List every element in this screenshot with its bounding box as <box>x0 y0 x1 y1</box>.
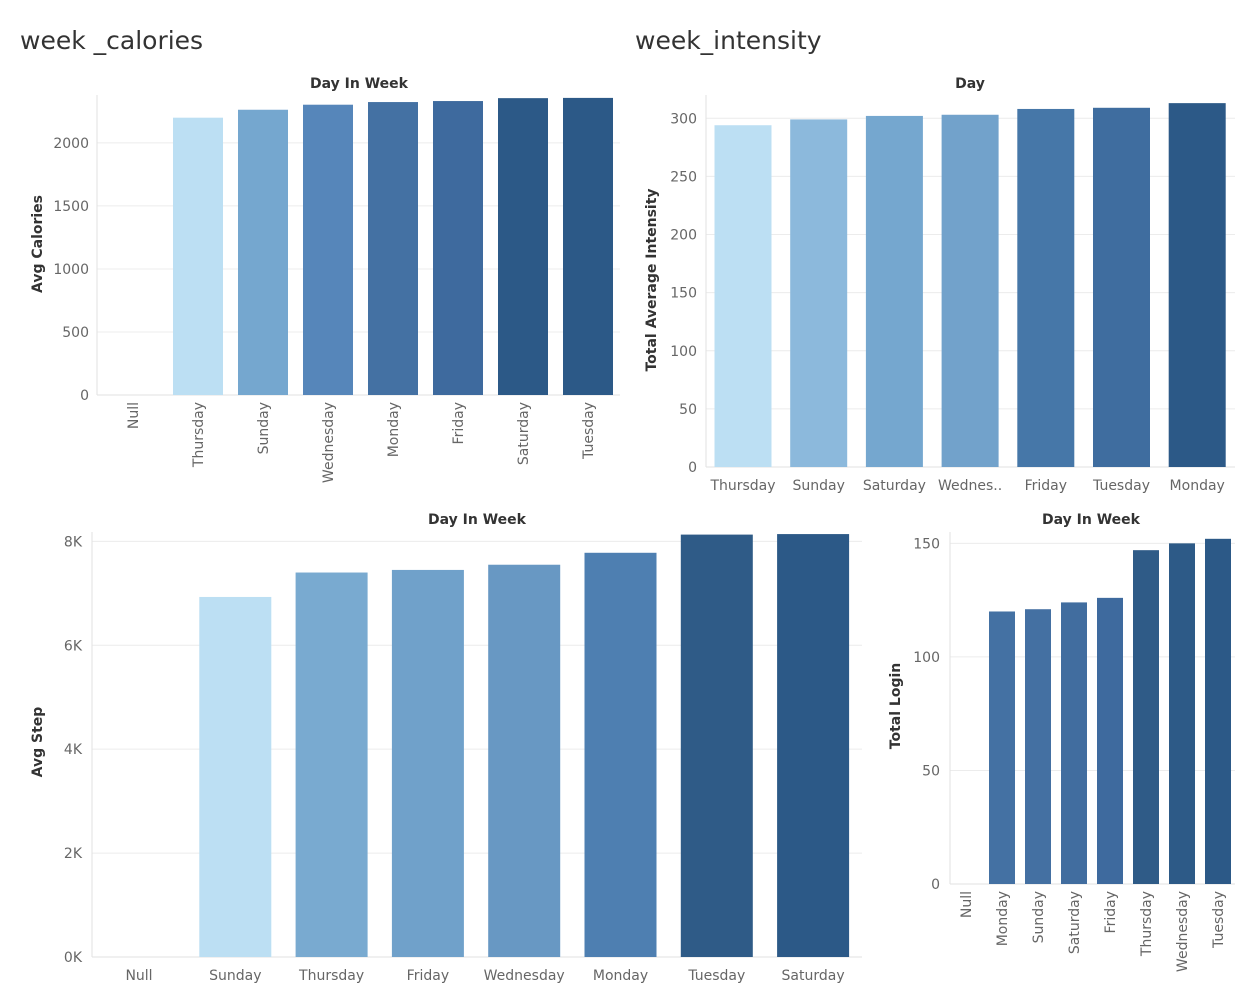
x-tick-label: Friday <box>451 402 467 444</box>
x-tick-label: Tuesday <box>1092 478 1150 494</box>
x-tick-label: Wednesday <box>321 402 337 483</box>
bar-sunday <box>238 109 288 396</box>
y-tick-label: 6K <box>64 638 83 654</box>
y-tick-label: 500 <box>62 325 89 341</box>
bar-friday <box>1017 108 1075 467</box>
calories-sheet-title: week _calories <box>20 26 204 55</box>
x-tick-label: Friday <box>407 968 449 984</box>
x-tick-label: Sunday <box>1031 891 1047 943</box>
x-tick-label: Friday <box>1025 478 1067 494</box>
x-tick-label: Tuesday <box>581 402 597 460</box>
y-axis-title: Avg Step <box>30 707 46 778</box>
x-tick-label: Null <box>126 402 142 429</box>
x-tick-label: Monday <box>386 402 402 457</box>
y-tick-label: 150 <box>670 286 697 302</box>
bar-monday <box>989 611 1015 884</box>
x-tick-label: Monday <box>593 968 648 984</box>
bar-saturday <box>865 115 923 468</box>
bar-friday <box>433 101 483 396</box>
x-tick-label: Null <box>125 968 152 984</box>
x-tick-label: Tuesday <box>687 968 745 984</box>
x-tick-label: Friday <box>1103 891 1119 933</box>
x-tick-label: Saturday <box>863 478 926 494</box>
x-axis-title: Day <box>955 76 985 92</box>
x-tick-label: Thursday <box>298 968 364 984</box>
x-tick-label: Saturday <box>782 968 845 984</box>
x-tick-label: Sunday <box>793 478 845 494</box>
bar-saturday <box>777 534 850 957</box>
bar-tuesday <box>680 534 753 957</box>
bar-tuesday <box>563 97 613 395</box>
y-axis-title: Avg Calories <box>30 195 46 293</box>
bar-friday <box>1097 597 1123 884</box>
x-tick-label: Monday <box>1170 478 1225 494</box>
x-tick-label: Wednesday <box>1175 891 1191 972</box>
x-axis-title: Day In Week <box>428 512 527 528</box>
bar-saturday <box>1061 602 1087 884</box>
bar-thursday <box>714 125 772 467</box>
bar-wednesday <box>303 104 353 396</box>
y-tick-label: 2000 <box>53 136 89 152</box>
y-tick-label: 50 <box>679 402 697 418</box>
y-tick-label: 100 <box>913 650 940 666</box>
x-tick-label: Null <box>959 891 975 918</box>
bar-monday <box>368 102 418 395</box>
bar-monday <box>584 552 657 957</box>
bar-wednesday <box>488 564 561 957</box>
y-tick-label: 0 <box>688 460 697 476</box>
y-tick-label: 0 <box>931 877 940 893</box>
bar-sunday <box>199 596 272 957</box>
bar-wednes <box>941 114 999 467</box>
x-axis-title: Day In Week <box>310 76 409 92</box>
y-tick-label: 200 <box>670 228 697 244</box>
x-tick-label: Tuesday <box>1211 891 1227 949</box>
y-tick-label: 300 <box>670 111 697 127</box>
intensity-sheet-title: week_intensity <box>635 26 822 55</box>
bar-sunday <box>790 119 848 467</box>
y-tick-label: 0 <box>80 388 89 404</box>
x-tick-label: Saturday <box>1067 891 1083 954</box>
x-tick-label: Monday <box>995 891 1011 946</box>
x-tick-label: Thursday <box>1139 891 1155 957</box>
x-tick-label: Thursday <box>709 478 775 494</box>
x-tick-label: Sunday <box>256 402 272 454</box>
y-tick-label: 1000 <box>53 262 89 278</box>
bar-tuesday <box>1093 107 1150 467</box>
y-tick-label: 50 <box>922 763 940 779</box>
y-tick-label: 150 <box>913 536 940 552</box>
x-tick-label: Wednesday <box>484 968 565 984</box>
x-tick-label: Wednes.. <box>938 478 1002 494</box>
y-tick-label: 100 <box>670 344 697 360</box>
y-axis-title: Total Login <box>888 663 904 749</box>
x-tick-label: Thursday <box>191 402 207 468</box>
y-tick-label: 1500 <box>53 199 89 215</box>
x-tick-label: Saturday <box>516 402 532 465</box>
y-tick-label: 250 <box>670 169 697 185</box>
bar-thursday <box>1133 550 1159 884</box>
bar-saturday <box>498 98 548 396</box>
y-tick-label: 8K <box>64 534 83 550</box>
bar-thursday <box>173 117 223 395</box>
bar-friday <box>391 569 464 957</box>
y-tick-label: 4K <box>64 742 83 758</box>
bar-monday <box>1168 103 1226 467</box>
x-tick-label: Sunday <box>209 968 261 984</box>
bar-sunday <box>1025 609 1051 884</box>
x-axis-title: Day In Week <box>1042 512 1141 528</box>
y-tick-label: 0K <box>64 950 83 966</box>
y-tick-label: 2K <box>64 846 83 862</box>
bar-wednesday <box>1169 543 1195 884</box>
y-axis-title: Total Average Intensity <box>644 188 660 371</box>
bar-thursday <box>295 572 368 957</box>
bar-tuesday <box>1205 538 1231 884</box>
